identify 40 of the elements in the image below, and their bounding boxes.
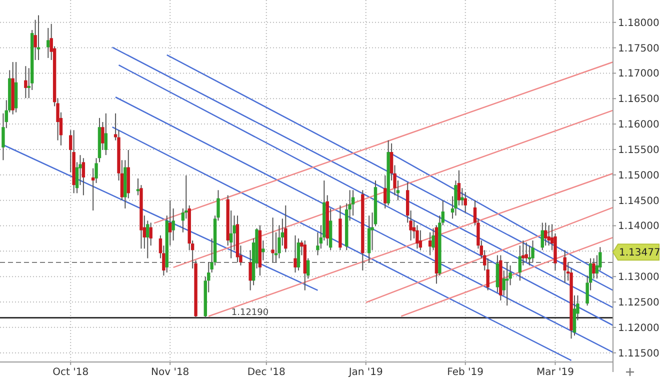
candlestick bbox=[416, 224, 419, 250]
text: 1.13477 bbox=[619, 248, 660, 259]
ref-line-label: 1.12190 bbox=[231, 308, 269, 318]
x-tick-label: Dec '18 bbox=[247, 367, 286, 378]
candlestick bbox=[384, 174, 387, 209]
y-tick-label: 1.14500 bbox=[618, 196, 660, 207]
candlestick bbox=[540, 222, 544, 251]
candlestick bbox=[36, 14, 40, 60]
y-tick-label: 1.16500 bbox=[618, 94, 660, 106]
y-tick-label: 1.17000 bbox=[618, 68, 660, 80]
y-tick-label: 1.12000 bbox=[618, 322, 660, 334]
y-tick-label: 1.11500 bbox=[618, 348, 660, 360]
candlestick bbox=[24, 66, 28, 99]
candlestick bbox=[82, 158, 86, 196]
candlestick bbox=[46, 27, 50, 58]
x-tick-label: Feb '19 bbox=[447, 367, 484, 378]
y-tick-label: 1.16000 bbox=[618, 120, 660, 131]
candlestick bbox=[34, 19, 37, 60]
candlestick bbox=[262, 240, 265, 261]
candlestick bbox=[136, 178, 140, 196]
candlestick bbox=[284, 204, 288, 253]
y-tick-label: 1.17500 bbox=[618, 43, 660, 54]
candlestick bbox=[104, 112, 108, 156]
y-tick-label: 1.15000 bbox=[618, 170, 660, 182]
y-tick-label: 1.18000 bbox=[618, 18, 660, 29]
candlestick bbox=[464, 192, 467, 214]
x-tick-label: Mar '19 bbox=[536, 367, 574, 378]
candlestick bbox=[351, 190, 355, 216]
candlestick bbox=[547, 224, 550, 246]
candlestick bbox=[544, 222, 548, 246]
y-tick-label: 1.15500 bbox=[618, 144, 660, 156]
x-tick-label: Nov '18 bbox=[151, 367, 190, 378]
x-tick-label: Jan '19 bbox=[348, 367, 383, 378]
y-tick-label: 1.13000 bbox=[618, 272, 660, 284]
y-tick-label: 1.12500 bbox=[618, 298, 660, 309]
y-tick-label: 1.14000 bbox=[618, 221, 660, 232]
candlestick bbox=[432, 228, 435, 251]
x-tick-label: Oct '18 bbox=[52, 367, 89, 378]
candlestick bbox=[168, 200, 172, 246]
candlestick bbox=[428, 232, 432, 256]
